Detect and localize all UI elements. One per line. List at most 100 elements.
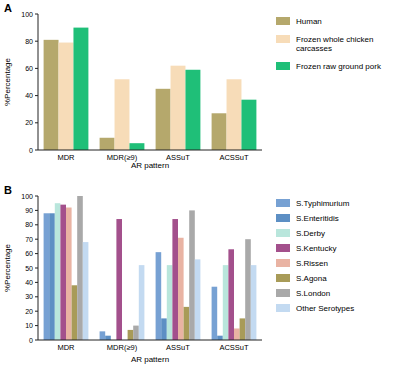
legend-label: Frozen whole chickencarcasses xyxy=(296,35,373,53)
legend-line: S.Typhimurium xyxy=(296,199,350,208)
y-tick xyxy=(35,253,38,254)
x-tick-label: MDR xyxy=(57,343,75,352)
legend-line: S.Derby xyxy=(296,229,325,238)
y-tick-label: 20 xyxy=(25,119,33,126)
y-tick-label: 30 xyxy=(25,293,33,300)
legend-label: S.Enteritidis xyxy=(296,214,339,223)
y-tick-label: 100 xyxy=(21,193,33,200)
x-tick-label: ASSuT xyxy=(166,153,190,162)
bar xyxy=(234,328,240,340)
bar xyxy=(60,205,66,340)
bar xyxy=(212,113,227,150)
y-tick xyxy=(35,210,38,211)
bar xyxy=(83,242,89,340)
panel-label: A xyxy=(4,2,12,14)
legend-line: S.Enteritidis xyxy=(296,214,339,223)
y-tick xyxy=(35,325,38,326)
legend-label: Other Serotypes xyxy=(296,304,354,313)
legend-label: S.London xyxy=(296,289,330,298)
legend-swatch xyxy=(276,244,290,252)
bar xyxy=(156,89,171,150)
x-axis xyxy=(38,150,262,151)
y-tick-label: 20 xyxy=(25,308,33,315)
legend-swatch xyxy=(276,17,290,25)
x-tick-label: MDR xyxy=(57,153,75,162)
y-axis-label: %Percentage xyxy=(3,57,12,106)
y-tick-label: 60 xyxy=(25,250,33,257)
x-axis-label: AR pattern xyxy=(131,355,169,364)
legend-label: S.Typhimurium xyxy=(296,199,350,208)
legend-swatch xyxy=(276,229,290,237)
legend-label: S.Agona xyxy=(296,274,327,283)
bar xyxy=(115,79,130,150)
bar xyxy=(189,210,195,340)
y-tick-label: 80 xyxy=(25,221,33,228)
bar xyxy=(228,249,234,340)
legend-swatch xyxy=(276,289,290,297)
bar xyxy=(72,285,78,340)
bar xyxy=(73,28,88,150)
bar xyxy=(251,265,257,340)
legend-line: Other Serotypes xyxy=(296,304,354,313)
y-tick xyxy=(35,268,38,269)
legend-swatch xyxy=(276,35,290,43)
x-axis-label: AR pattern xyxy=(131,161,169,170)
y-tick-label: 50 xyxy=(25,265,33,272)
legend-swatch xyxy=(276,259,290,267)
legend-line: S.Kentucky xyxy=(296,244,336,253)
legend-line: S.Rissen xyxy=(296,259,328,268)
y-tick-label: 40 xyxy=(25,279,33,286)
bar xyxy=(195,259,201,340)
y-tick xyxy=(35,282,38,283)
bar xyxy=(49,213,55,340)
y-axis-label: %Percentage xyxy=(3,243,12,292)
bar xyxy=(184,307,190,340)
panel: A020406080100MDRMDR(≥9)ASSuTACSSuTAR pat… xyxy=(3,2,382,170)
y-tick xyxy=(35,14,38,15)
bar xyxy=(241,100,256,150)
bar xyxy=(77,196,83,340)
bar xyxy=(139,265,145,340)
y-tick xyxy=(35,196,38,197)
x-tick-label: ACSSuT xyxy=(219,153,249,162)
legend-line: S.London xyxy=(296,289,330,298)
x-tick-label: ASSuT xyxy=(166,343,190,352)
x-axis xyxy=(38,340,262,341)
legend-line: Frozen raw ground pork xyxy=(296,62,382,71)
bar xyxy=(116,219,122,340)
bar xyxy=(167,265,173,340)
x-tick-label: MDR(≥9) xyxy=(107,343,138,352)
y-tick xyxy=(35,150,38,151)
legend-label: Frozen raw ground pork xyxy=(296,62,382,71)
y-tick xyxy=(35,41,38,42)
legend-swatch xyxy=(276,304,290,312)
bar xyxy=(227,79,242,150)
y-axis xyxy=(38,14,39,150)
bars xyxy=(44,28,257,150)
y-tick-label: 80 xyxy=(25,38,33,45)
x-tick-label: ACSSuT xyxy=(219,343,249,352)
bar xyxy=(178,238,184,340)
y-tick xyxy=(35,68,38,69)
bar xyxy=(44,213,50,340)
y-tick xyxy=(35,311,38,312)
bar xyxy=(172,219,178,340)
bar xyxy=(66,208,72,340)
y-tick-label: 70 xyxy=(25,236,33,243)
bar xyxy=(128,330,134,340)
bar xyxy=(100,138,115,150)
y-tick-label: 10 xyxy=(25,322,33,329)
legend-line: S.Agona xyxy=(296,274,327,283)
y-tick xyxy=(35,296,38,297)
y-tick xyxy=(35,340,38,341)
y-tick-label: 0 xyxy=(29,147,33,154)
legend-line: Frozen whole chicken xyxy=(296,35,373,44)
legend-swatch xyxy=(276,274,290,282)
y-tick xyxy=(35,224,38,225)
legend-line: Human xyxy=(296,17,322,26)
bar xyxy=(212,287,218,340)
y-tick xyxy=(35,122,38,123)
y-tick xyxy=(35,95,38,96)
panel: B0102030405060708090100MDRMDR(≥9)ASSuTAC… xyxy=(3,184,354,364)
figure: A 0 20 40 60 80 100 MDR MDR(≥9) ASSuT ACSSuT AR pat… xyxy=(0,0,400,370)
